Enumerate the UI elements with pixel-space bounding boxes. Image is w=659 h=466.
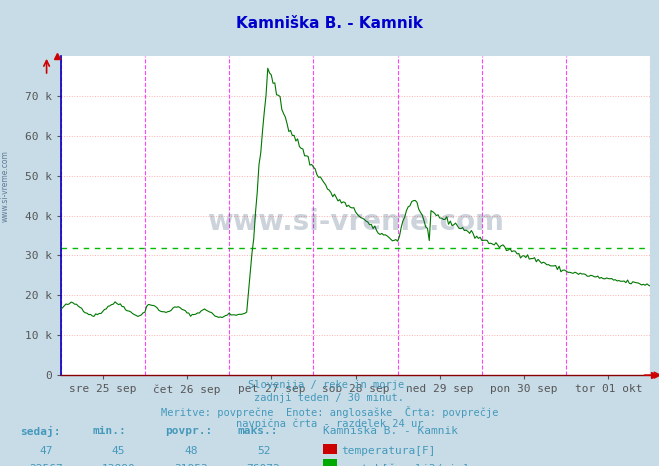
- Text: zadnji teden / 30 minut.: zadnji teden / 30 minut.: [254, 393, 405, 403]
- Text: temperatura[F]: temperatura[F]: [341, 446, 436, 456]
- Text: Kamniška B. - Kamnik: Kamniška B. - Kamnik: [236, 16, 423, 31]
- Text: povpr.:: povpr.:: [165, 426, 212, 436]
- Text: 45: 45: [112, 446, 125, 456]
- Text: www.si-vreme.com: www.si-vreme.com: [207, 208, 504, 236]
- Text: Slovenija / reke in morje.: Slovenija / reke in morje.: [248, 380, 411, 390]
- Text: 22567: 22567: [29, 464, 63, 466]
- Text: Meritve: povprečne  Enote: anglosaške  Črta: povprečje: Meritve: povprečne Enote: anglosaške Črt…: [161, 406, 498, 418]
- Text: Kamniška B. - Kamnik: Kamniška B. - Kamnik: [323, 426, 458, 436]
- Text: www.si-vreme.com: www.si-vreme.com: [1, 151, 10, 222]
- Text: 52: 52: [257, 446, 270, 456]
- Text: 31953: 31953: [174, 464, 208, 466]
- Text: navpična črta - razdelek 24 ur: navpična črta - razdelek 24 ur: [236, 419, 423, 430]
- Text: 13890: 13890: [101, 464, 136, 466]
- Text: min.:: min.:: [92, 426, 126, 436]
- Text: pretok[čevelj3/min]: pretok[čevelj3/min]: [341, 464, 470, 466]
- Text: sedaj:: sedaj:: [20, 426, 60, 438]
- Text: 76072: 76072: [246, 464, 281, 466]
- Text: maks.:: maks.:: [237, 426, 277, 436]
- Text: 48: 48: [185, 446, 198, 456]
- Text: 47: 47: [40, 446, 53, 456]
